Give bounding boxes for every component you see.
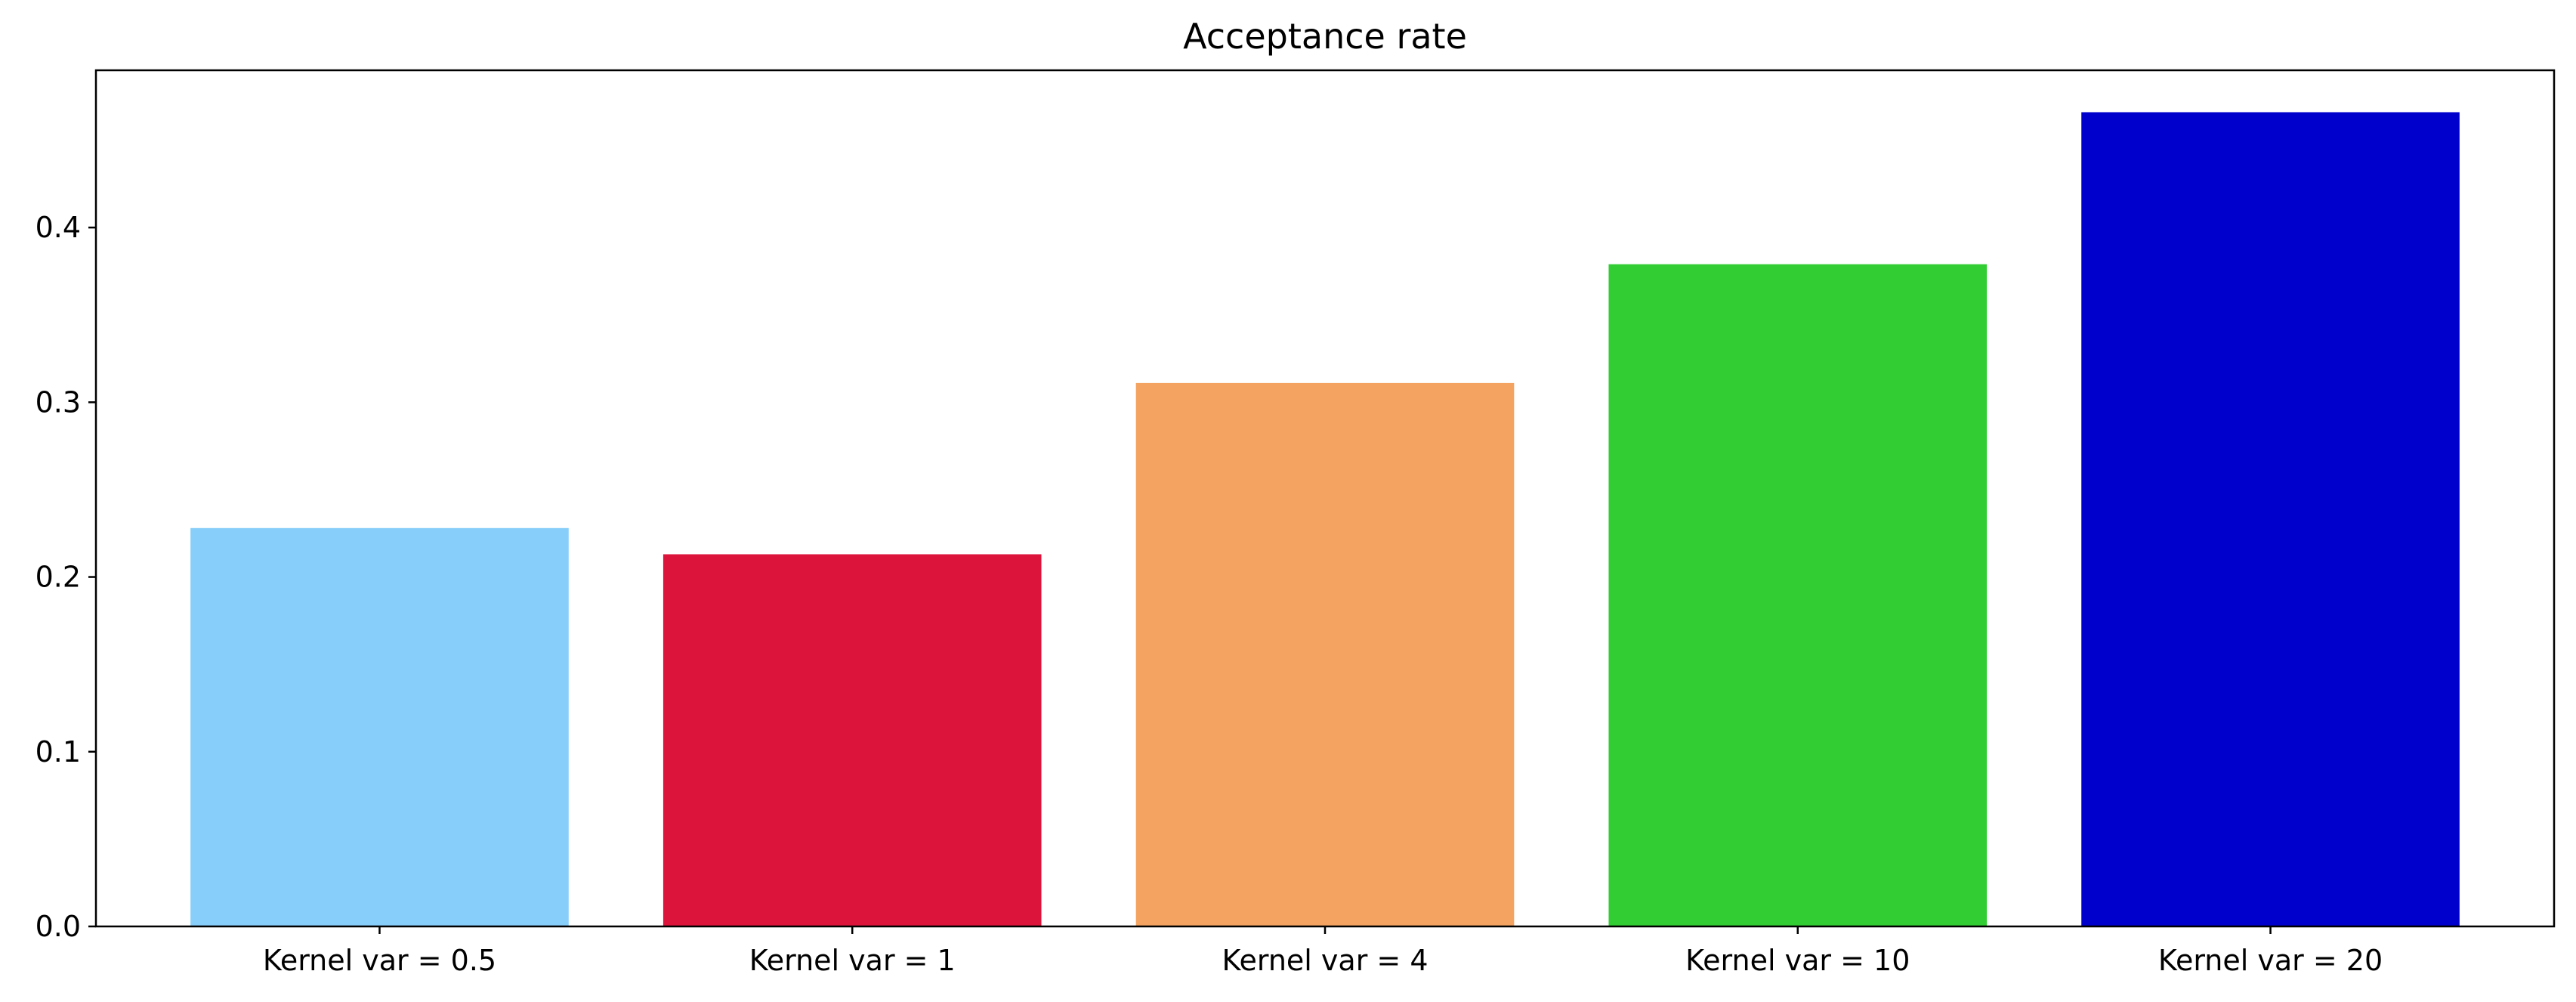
bar-4 (2081, 112, 2460, 926)
y-tick-label: 0.2 (36, 561, 81, 594)
chart-title: Acceptance rate (1183, 16, 1467, 57)
bar-3 (1608, 264, 1988, 926)
y-tick-label: 0.4 (36, 211, 81, 244)
y-tick-label: 0.1 (36, 735, 81, 769)
bar-2 (1135, 382, 1515, 926)
bars-group (190, 112, 2460, 926)
plot-frame (94, 69, 2556, 928)
x-tick-label: Kernel var = 20 (2158, 944, 2383, 977)
y-tick-label: 0.3 (36, 385, 81, 419)
y-axis: 0.0 0.1 0.2 0.3 0.4 (36, 211, 96, 943)
x-tick-label: Kernel var = 1 (749, 944, 956, 977)
bar-0 (190, 527, 569, 926)
bar-1 (663, 554, 1042, 926)
x-tick-label: Kernel var = 10 (1685, 944, 1910, 977)
x-tick-label: Kernel var = 0.5 (263, 944, 496, 977)
x-tick-label: Kernel var = 4 (1222, 944, 1428, 977)
y-tick-label: 0.0 (36, 910, 81, 943)
x-axis: Kernel var = 0.5 Kernel var = 1 Kernel var… (263, 926, 2383, 977)
